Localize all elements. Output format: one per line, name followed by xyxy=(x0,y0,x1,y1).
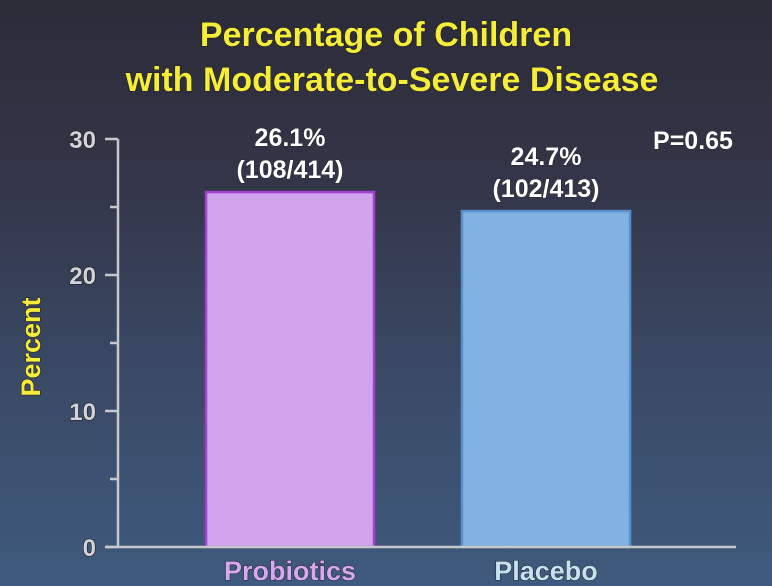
y-axis-ticks: 0 10 20 30 xyxy=(69,126,118,563)
data-label-count: (102/413) xyxy=(492,175,599,203)
data-label-percent: 24.7% xyxy=(511,143,582,171)
category-label-probiotics: Probiotics xyxy=(224,556,356,586)
data-label-count: (108/414) xyxy=(236,156,343,184)
chart-title-line-1: Percentage of Children xyxy=(200,16,572,54)
y-axis-label: Percent xyxy=(16,297,46,396)
y-tick-label: 30 xyxy=(69,127,96,154)
category-labels: Probiotics Placebo xyxy=(223,556,598,586)
y-tick-label: 10 xyxy=(69,399,96,426)
data-label-percent: 26.1% xyxy=(255,124,326,152)
p-value-annotation: P=0.65 xyxy=(653,127,733,155)
bars xyxy=(204,190,632,549)
y-tick-label: 0 xyxy=(83,535,96,562)
bar-probiotics xyxy=(204,190,376,549)
category-label-placebo: Placebo xyxy=(494,556,598,586)
y-tick-label: 20 xyxy=(69,263,96,290)
bar-placebo xyxy=(460,209,632,549)
data-labels: 26.1% (108/414) 24.7% (102/413) xyxy=(236,124,600,204)
chart-title-line-2: with Moderate-to-Severe Disease xyxy=(125,61,659,99)
